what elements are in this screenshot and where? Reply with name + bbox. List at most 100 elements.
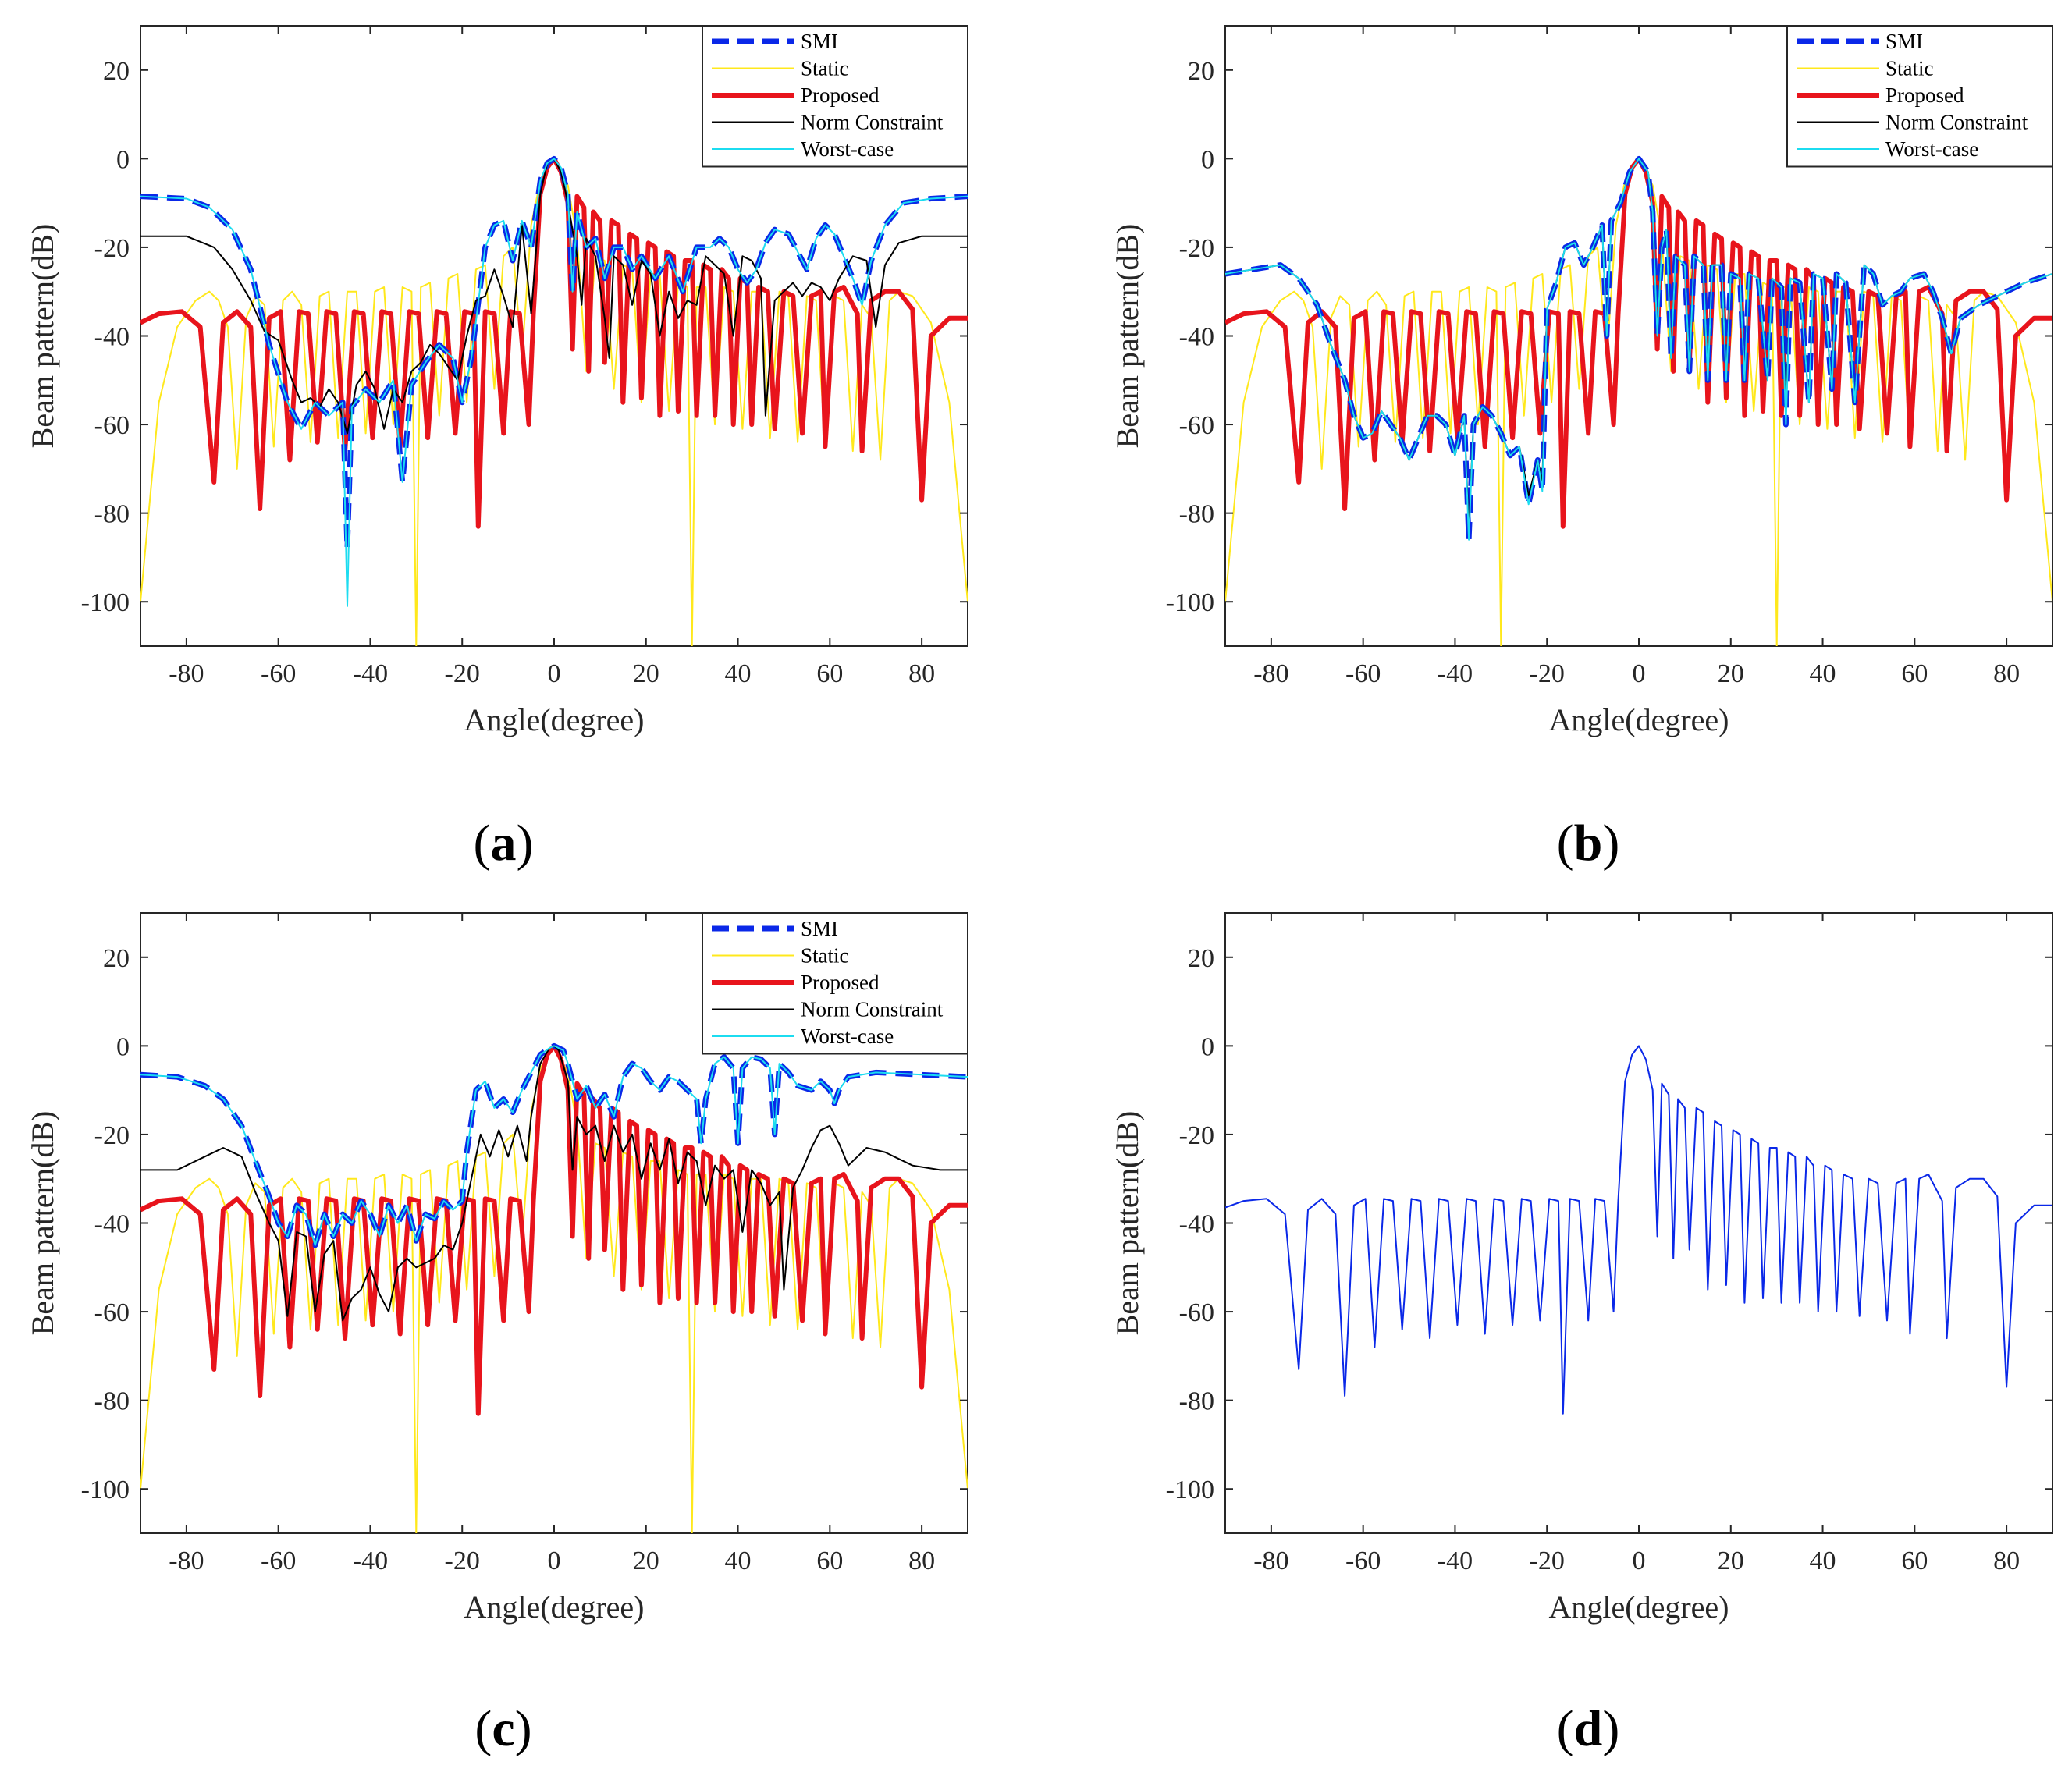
y-tick-label: -40 bbox=[1179, 1210, 1214, 1239]
x-tick-label: 60 bbox=[816, 659, 843, 688]
y-tick-label: -40 bbox=[94, 1210, 130, 1239]
panel-c: -80 -60 -40 -20 0 20 40 60 80 20 0 -20 -40 -60 -80 -100… bbox=[25, 912, 968, 1757]
y-tick-label: -20 bbox=[94, 234, 130, 263]
y-tick-label: -20 bbox=[1179, 1121, 1214, 1150]
y-tick-label: -100 bbox=[81, 588, 130, 617]
series-line-proposed-c bbox=[140, 1043, 968, 1416]
x-tick-label: 40 bbox=[1810, 1547, 1836, 1575]
y-tick-label: -100 bbox=[81, 1476, 130, 1504]
x-tick-label: -20 bbox=[445, 1547, 480, 1575]
y-tick-label: -60 bbox=[94, 1298, 130, 1327]
x-tick-label: 80 bbox=[1993, 659, 2020, 688]
legend-label: Worst-case bbox=[801, 137, 894, 161]
legend-label: Proposed bbox=[801, 83, 880, 107]
series-group-b bbox=[1225, 155, 2052, 646]
y-tick-label: -20 bbox=[1179, 234, 1214, 263]
panel-a: -80 -60 -40 -20 0 20 40 60 80 20 0 -20 -40 -60 -80 -100… bbox=[25, 25, 968, 872]
x-tick-label: 0 bbox=[548, 659, 561, 688]
y-tick-label: -100 bbox=[1166, 588, 1214, 617]
y-axis-label: Beam pattern(dB) bbox=[25, 224, 60, 449]
x-tick-label: -20 bbox=[1530, 659, 1565, 688]
y-tick-label: 0 bbox=[116, 145, 130, 174]
x-axis-label: Angle(degree) bbox=[464, 1589, 645, 1625]
y-tick-label: -100 bbox=[1166, 1476, 1214, 1504]
series-group-d bbox=[1225, 1045, 2052, 1415]
panel-b: -80 -60 -40 -20 0 20 40 60 80 20 0 -20 -40 -60 -80 -100… bbox=[1110, 25, 2053, 872]
series-line-proposed-a bbox=[140, 156, 968, 529]
panel-caption: (b) bbox=[1557, 815, 1620, 872]
y-tick-label: 0 bbox=[1201, 145, 1214, 174]
series-group-c bbox=[140, 1042, 968, 1533]
series-line-norm-constraint-c bbox=[140, 1045, 968, 1322]
y-tick-label: 20 bbox=[1188, 57, 1214, 86]
legend-label: Proposed bbox=[1885, 83, 1964, 107]
x-tick-label: 60 bbox=[1901, 659, 1928, 688]
y-axis-label: Beam pattern(dB) bbox=[1110, 224, 1145, 449]
x-tick-label: -40 bbox=[353, 659, 388, 688]
y-tick-label: -20 bbox=[94, 1121, 130, 1150]
series-group-a bbox=[140, 155, 968, 646]
y-axis-label: Beam pattern(dB) bbox=[1110, 1111, 1145, 1336]
x-tick-label: -20 bbox=[1530, 1547, 1565, 1575]
x-tick-label: -60 bbox=[261, 1547, 296, 1575]
legend-label: Norm Constraint bbox=[801, 111, 944, 134]
x-tick-label: -60 bbox=[1345, 659, 1381, 688]
x-tick-label: 80 bbox=[1993, 1547, 2020, 1575]
y-tick-label: 20 bbox=[1188, 944, 1214, 973]
series-line-worst-case-c bbox=[140, 1045, 968, 1246]
y-tick-label: -60 bbox=[1179, 1298, 1214, 1327]
y-tick-label: 20 bbox=[103, 944, 130, 973]
legend-label: Worst-case bbox=[1885, 137, 1978, 161]
x-tick-label: -40 bbox=[1438, 1547, 1473, 1575]
y-tick-label: 20 bbox=[103, 57, 130, 86]
series-line-worst-case-a bbox=[140, 158, 968, 607]
x-tick-label: 20 bbox=[1718, 659, 1744, 688]
x-tick-label: -80 bbox=[1253, 1547, 1288, 1575]
y-tick-label: -80 bbox=[94, 500, 130, 529]
x-axis-label: Angle(degree) bbox=[1549, 1589, 1729, 1625]
y-tick-label: -60 bbox=[1179, 411, 1214, 440]
y-axis-label: Beam pattern(dB) bbox=[25, 1111, 60, 1336]
legend-label: Norm Constraint bbox=[801, 998, 944, 1021]
x-axis-label: Angle(degree) bbox=[1549, 702, 1729, 737]
x-tick-label: -40 bbox=[353, 1547, 388, 1575]
y-tick-label: 0 bbox=[1201, 1032, 1214, 1061]
y-tick-label: -40 bbox=[94, 323, 130, 352]
legend-a: SMI Static Proposed Norm Constraint Worst-ca… bbox=[702, 25, 968, 168]
x-tick-label: 20 bbox=[633, 659, 659, 688]
x-tick-label: 60 bbox=[1901, 1547, 1928, 1575]
x-tick-label: 0 bbox=[1633, 1547, 1646, 1575]
legend-label: SMI bbox=[1885, 30, 1923, 53]
x-tick-label: 0 bbox=[1633, 659, 1646, 688]
x-tick-label: -60 bbox=[1345, 1547, 1381, 1575]
x-tick-label: -60 bbox=[261, 659, 296, 688]
panel-caption: (d) bbox=[1557, 1700, 1620, 1757]
x-tick-label: 40 bbox=[725, 659, 752, 688]
y-tick-label: 0 bbox=[116, 1032, 130, 1061]
x-tick-label: -80 bbox=[169, 659, 204, 688]
legend-label: SMI bbox=[801, 917, 838, 940]
x-tick-label: 20 bbox=[633, 1547, 659, 1575]
x-tick-label: 80 bbox=[908, 659, 935, 688]
y-tick-label: -40 bbox=[1179, 323, 1214, 352]
legend-label: Worst-case bbox=[801, 1025, 894, 1048]
x-tick-label: 20 bbox=[1718, 1547, 1744, 1575]
series-line-beam-pattern-d bbox=[1225, 1045, 2052, 1415]
x-tick-label: 40 bbox=[1810, 659, 1836, 688]
x-tick-label: -80 bbox=[1253, 659, 1288, 688]
panel-caption: (c) bbox=[474, 1700, 531, 1757]
y-tick-label: -60 bbox=[94, 411, 130, 440]
legend-label: Static bbox=[801, 57, 849, 80]
legend-label: Norm Constraint bbox=[1885, 111, 2028, 134]
legend-b: SMI Static Proposed Norm Constraint Worst-ca… bbox=[1786, 25, 2053, 168]
x-tick-label: 60 bbox=[816, 1547, 843, 1575]
x-tick-label: -80 bbox=[169, 1547, 204, 1575]
legend-c: SMI Static Proposed Norm Constraint Worst-ca… bbox=[702, 912, 968, 1055]
legend-label: Proposed bbox=[801, 971, 880, 994]
panel-caption: (a) bbox=[474, 815, 534, 872]
panel-d: -80 -60 -40 -20 0 20 40 60 80 20 0 -20 -40 -60 -80 -100… bbox=[1110, 912, 2053, 1757]
x-tick-label: 0 bbox=[548, 1547, 561, 1575]
legend-label: Static bbox=[1885, 57, 1934, 80]
x-tick-label: 80 bbox=[908, 1547, 935, 1575]
